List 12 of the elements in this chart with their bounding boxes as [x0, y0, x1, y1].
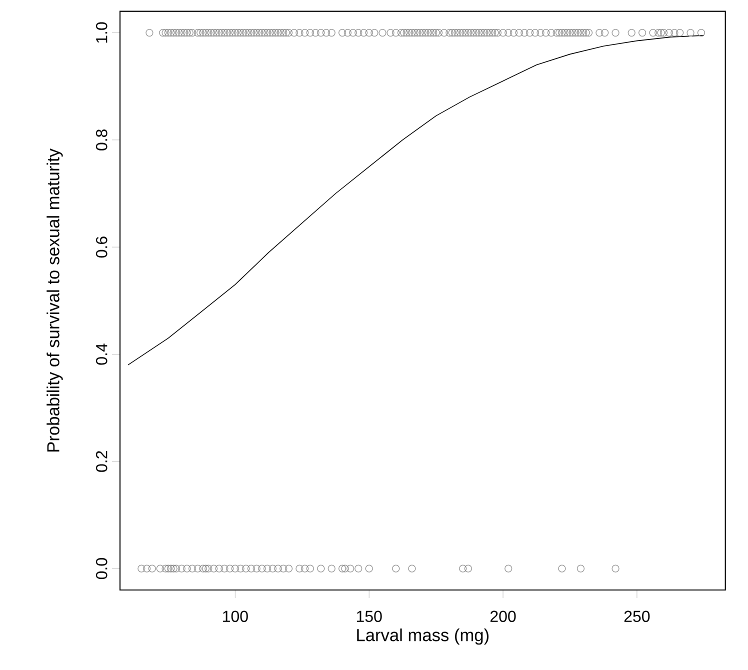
x-tick-label: 150 [356, 610, 382, 622]
x-axis-title: Larval mass (mg) [357, 628, 489, 645]
y-tick-label: 0.4 [96, 344, 108, 365]
y-tick-label: 0.6 [96, 236, 108, 258]
x-tick-label: 100 [223, 610, 248, 622]
y-tick-label: 0.2 [96, 451, 108, 472]
y-tick-label: 1.0 [96, 22, 108, 43]
y-tick-label: 0.8 [96, 129, 108, 150]
y-tick-label: 0.0 [96, 558, 108, 580]
x-tick-label: 250 [624, 610, 650, 622]
x-tick-label: 200 [490, 610, 516, 622]
y-axis-title: Probability of survival to sexual maturity [46, 148, 63, 452]
